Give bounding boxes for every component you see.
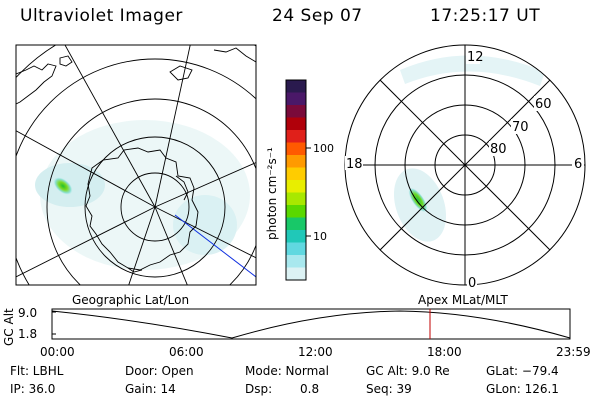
- date-label: 24 Sep 07: [272, 6, 363, 26]
- colorbar-unit-label: photon cm⁻²s⁻¹: [265, 147, 279, 240]
- geo-meridian: [16, 130, 156, 208]
- time-tick-0600: 06:00: [169, 345, 204, 359]
- info-seq: Seq: 39: [366, 382, 412, 396]
- geo-lat-circle: [16, 58, 256, 285]
- info-glon: GLon: 126.1: [486, 382, 559, 396]
- colorbar-segment: [286, 192, 306, 206]
- geo-coastline-continent: [59, 55, 73, 67]
- dial-lat-70: 70: [512, 120, 529, 135]
- geo-coastline-peninsula: [175, 175, 189, 201]
- colorbar-segment: [286, 242, 306, 256]
- geo-meridian: [154, 162, 256, 208]
- colorbar-segment: [286, 142, 306, 156]
- info-gain: Gain: 14: [125, 382, 176, 396]
- info-dsp-value: 0.8: [300, 382, 320, 396]
- instrument-title: Ultraviolet Imager: [20, 6, 183, 26]
- colorbar-segment: [286, 205, 306, 219]
- colorbar-segment: [286, 80, 306, 94]
- mag-dial-label: Apex MLat/MLT: [418, 293, 508, 307]
- altitude-plot-frame: [51, 308, 571, 340]
- dial-lat-80: 80: [490, 142, 507, 157]
- geo-lat-circle: [46, 98, 256, 285]
- dial-lat-60: 60: [535, 97, 552, 112]
- colorbar-segment: [286, 92, 306, 106]
- colorbar-segment: [286, 255, 306, 269]
- altitude-y-tick-1.8: 1.8: [18, 327, 37, 341]
- geo-coastline-continent: [16, 63, 57, 105]
- geo-meridian: [154, 45, 191, 208]
- geo-lat-circle: [84, 136, 226, 278]
- dial-hour-0: 0: [468, 276, 476, 291]
- geo-meridian: [128, 206, 156, 285]
- altitude-curve: [51, 310, 571, 339]
- colorbar: [286, 80, 306, 281]
- info-ip: IP: 36.0: [10, 382, 56, 396]
- info-mode: Mode: Normal: [245, 364, 329, 378]
- geo-aurora-haze-right: [173, 195, 237, 255]
- colorbar-segment: [286, 230, 306, 244]
- geo-meridian: [154, 206, 188, 285]
- colorbar-segment: [286, 130, 306, 144]
- geo-aurora-bright: [52, 176, 74, 196]
- info-gc-alt: GC Alt: 9.0 Re: [366, 364, 450, 378]
- geo-meridian: [64, 45, 156, 208]
- dial-diagonal: [379, 79, 551, 251]
- colorbar-segment: [286, 167, 306, 181]
- altitude-y-tick-9: 9.0: [18, 306, 37, 320]
- time-tick-2359: 23:59: [556, 345, 591, 359]
- geo-coastline-continent: [169, 65, 193, 81]
- geo-coastline-continent: [213, 47, 256, 63]
- geo-lat-circle: [120, 172, 190, 242]
- colorbar-frame: [285, 79, 307, 281]
- info-door: Door: Open: [125, 364, 194, 378]
- geo-terminator-line: [174, 214, 256, 278]
- dial-hour-18: 18: [346, 157, 363, 172]
- colorbar-segment: [286, 217, 306, 231]
- time-tick-0000: 00:00: [40, 345, 75, 359]
- geo-map-label: Geographic Lat/Lon: [72, 293, 189, 307]
- geo-coastline-island: [127, 267, 143, 273]
- colorbar-tick-10: 10: [313, 230, 327, 243]
- dial-hour-12: 12: [467, 50, 484, 65]
- altitude-ylabel: GC Alt: [2, 308, 16, 346]
- colorbar-segment: [286, 117, 306, 131]
- colorbar-segment: [286, 267, 306, 281]
- time-tick-1200: 12:00: [298, 345, 333, 359]
- geo-meridian: [16, 206, 156, 278]
- geo-map-frame: [15, 44, 257, 286]
- dial-hour-6: 6: [574, 157, 582, 172]
- info-glat: GLat: −79.4: [486, 364, 559, 378]
- time-tick-1800: 18:00: [427, 345, 462, 359]
- colorbar-segment: [286, 105, 306, 119]
- geo-coastline-antarctica: [85, 147, 199, 271]
- info-filter: Flt: LBHL: [10, 364, 64, 378]
- time-label: 17:25:17 UT: [430, 6, 541, 26]
- dial-aurora-haze-top: [400, 55, 545, 86]
- colorbar-segment: [286, 155, 306, 169]
- info-dsp-label: Dsp:: [245, 382, 273, 396]
- colorbar-segment: [286, 180, 306, 194]
- colorbar-tick-100: 100: [313, 142, 334, 155]
